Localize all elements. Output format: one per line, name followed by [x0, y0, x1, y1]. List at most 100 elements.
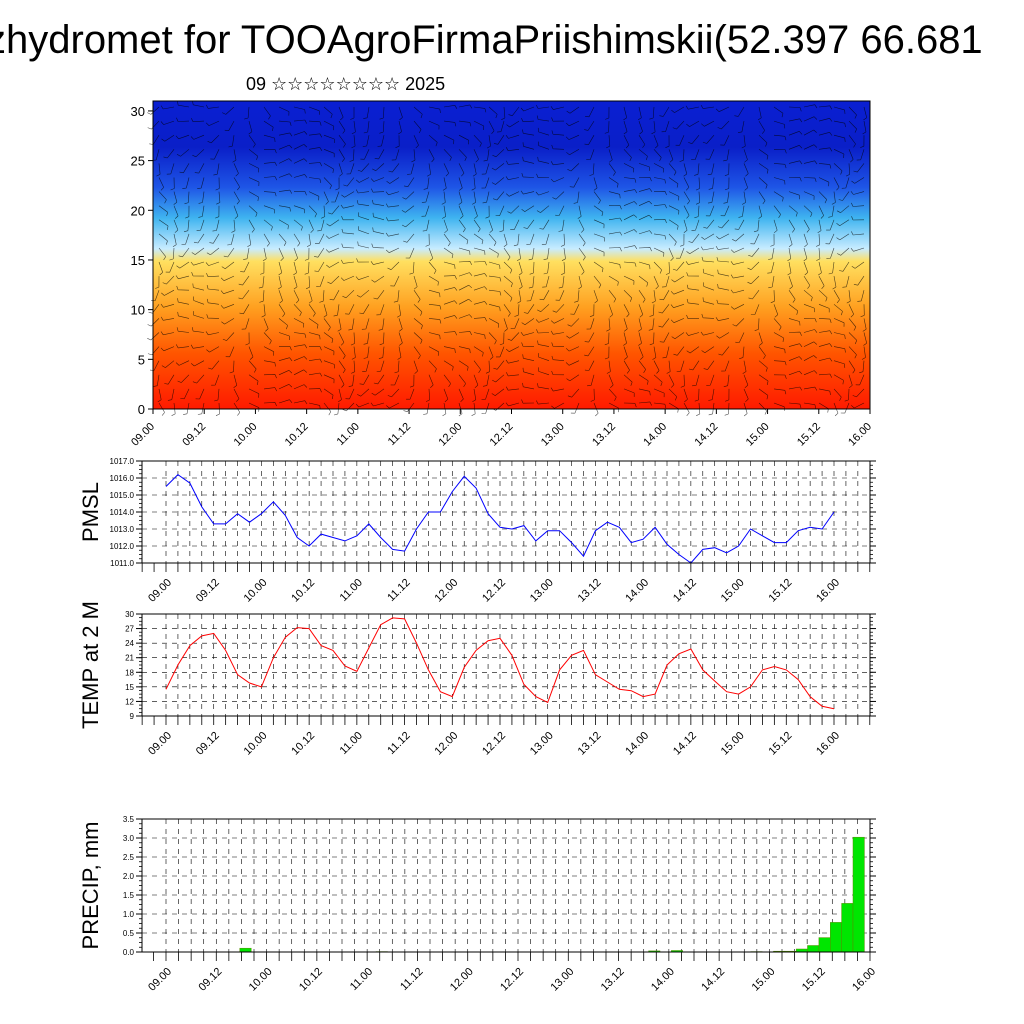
x-tick-label: 09.12 [180, 421, 208, 449]
x-tick-label: 10.12 [289, 730, 317, 758]
precip-bar [841, 903, 854, 953]
y-tick-label: 1011.0 [110, 559, 134, 568]
pmsl-series-line [165, 473, 835, 564]
x-tick-label: 12.12 [498, 966, 526, 994]
x-tick-label: 09.00 [146, 966, 174, 994]
x-tick-label: 15.00 [719, 577, 747, 605]
x-tick-label: 13.00 [539, 421, 567, 449]
cross-section-fill [153, 101, 870, 409]
x-tick-label: 13.12 [590, 421, 618, 449]
x-tick-label: 09.12 [194, 730, 222, 758]
x-tick-label: 11.00 [348, 966, 375, 993]
pmsl-frame [141, 460, 871, 564]
x-tick-label: 10.12 [283, 421, 311, 449]
y-tick-label: 3.0 [123, 834, 135, 843]
x-tick-label: 15.12 [766, 730, 794, 758]
x-tick-label: 13.12 [599, 966, 627, 994]
x-tick-label: 16.00 [814, 577, 842, 605]
y-tick-label: 15 [131, 253, 145, 268]
x-tick-label: 09.00 [129, 421, 157, 449]
y-tick-label: 1014.0 [110, 508, 135, 517]
wind-barbs [147, 100, 867, 417]
y-tick-label: 1012.0 [110, 542, 135, 551]
x-tick-label: 16.00 [814, 730, 842, 758]
y-tick-label: 9 [130, 712, 135, 721]
x-tick-label: 11.12 [386, 421, 413, 448]
precip-bar [239, 947, 252, 953]
x-tick-label: 12.00 [432, 577, 460, 605]
y-tick-label: 21 [125, 654, 134, 663]
x-tick-label: 09.00 [146, 730, 174, 758]
x-tick-label: 14.00 [623, 730, 651, 758]
x-tick-label: 10.12 [297, 966, 325, 994]
x-tick-label: 14.00 [649, 966, 677, 994]
x-tick-label: 14.12 [671, 577, 699, 605]
x-tick-label: 15.12 [766, 577, 794, 605]
precip-bar [830, 922, 842, 953]
x-tick-label: 12.00 [448, 966, 476, 994]
x-tick-label: 14.12 [693, 421, 721, 449]
y-tick-label: 3.5 [123, 815, 135, 824]
y-tick-label: 0.0 [123, 948, 135, 957]
x-tick-label: 11.00 [338, 577, 365, 604]
y-tick-label: 25 [131, 154, 145, 169]
y-tick-label: 1.0 [123, 910, 135, 919]
y-tick-label: 5 [138, 352, 145, 367]
x-tick-label: 15.00 [719, 730, 747, 758]
y-tick-label: 18 [125, 668, 134, 677]
x-tick-label: 15.12 [795, 421, 823, 449]
precip-frame [141, 818, 871, 953]
x-tick-label: 11.12 [398, 966, 425, 993]
y-tick-label: 1013.0 [110, 525, 135, 534]
x-tick-label: 14.12 [671, 730, 699, 758]
x-tick-label: 09.12 [196, 966, 224, 994]
x-tick-label: 11.00 [338, 730, 365, 757]
x-tick-label: 15.12 [800, 966, 828, 994]
x-tick-label: 10.12 [289, 577, 317, 605]
x-tick-label: 10.00 [247, 966, 275, 994]
precip-bar [852, 836, 865, 953]
y-tick-label: 15 [125, 683, 134, 692]
y-tick-label: 2.5 [123, 853, 135, 862]
x-tick-label: 15.00 [750, 966, 778, 994]
x-tick-label: 10.00 [242, 577, 270, 605]
y-tick-label: 1015.0 [110, 491, 135, 500]
x-tick-label: 13.12 [576, 730, 604, 758]
chart-subtitle: 09 ☆☆☆☆☆☆☆☆ 2025 [246, 74, 446, 94]
y-tick-label: 2.0 [123, 872, 135, 881]
x-tick-label: 13.00 [528, 730, 556, 758]
x-tick-label: 16.00 [846, 421, 874, 449]
x-tick-label: 12.00 [432, 730, 460, 758]
x-tick-label: 09.12 [194, 577, 222, 605]
temp-frame [141, 613, 871, 717]
y-tick-label: 1017.0 [110, 457, 135, 466]
x-tick-label: 14.12 [699, 966, 727, 994]
x-tick-label: 12.12 [480, 730, 508, 758]
x-tick-label: 10.00 [232, 421, 260, 449]
x-tick-label: 15.00 [744, 421, 772, 449]
temp-series-line [165, 617, 835, 710]
precip-bar [818, 937, 831, 953]
temp-axis-label: TEMP at 2 M [78, 601, 103, 729]
x-tick-label: 12.12 [488, 421, 516, 449]
x-tick-label: 10.00 [242, 730, 270, 758]
precip-bar [807, 945, 820, 953]
y-tick-label: 1.5 [123, 891, 135, 900]
y-tick-label: 20 [131, 203, 145, 218]
x-tick-label: 11.00 [335, 421, 362, 448]
x-tick-label: 13.00 [548, 966, 576, 994]
x-tick-label: 12.00 [436, 421, 464, 449]
x-tick-label: 16.00 [850, 966, 878, 994]
x-tick-label: 14.00 [641, 421, 669, 449]
y-tick-label: 0 [138, 402, 145, 417]
x-tick-label: 12.12 [480, 577, 508, 605]
x-tick-label: 14.00 [623, 577, 651, 605]
y-tick-label: 24 [125, 639, 134, 648]
x-tick-label: 13.00 [528, 577, 556, 605]
chart-title: zhydromet for TOOAgroFirmaPriishimskii(5… [0, 18, 983, 62]
y-tick-label: 0.5 [123, 929, 135, 938]
y-tick-label: 12 [125, 697, 134, 706]
y-tick-label: 1016.0 [110, 474, 135, 483]
x-tick-label: 11.12 [385, 730, 412, 757]
